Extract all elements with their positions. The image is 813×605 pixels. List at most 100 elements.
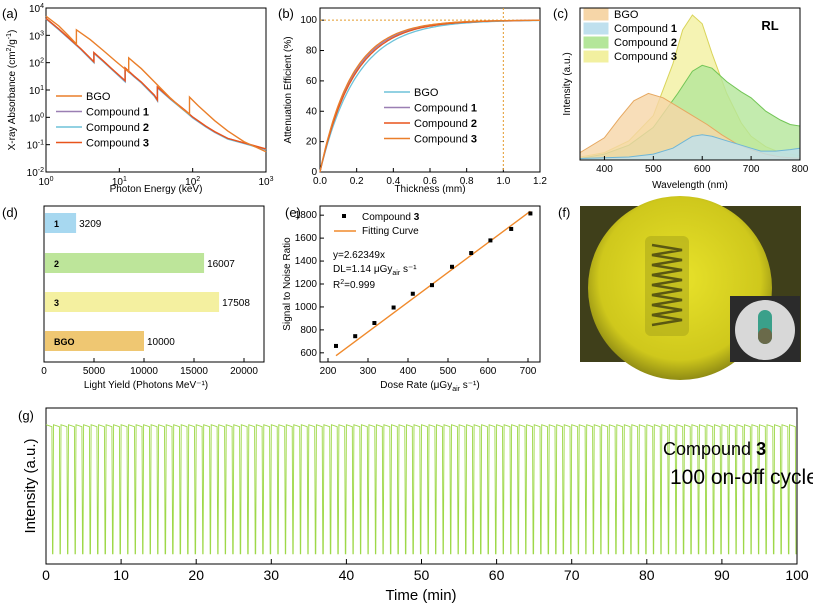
x-axis-title-e: Dose Rate (μGyair s⁻¹): [380, 380, 479, 393]
data-point-e-2: [372, 321, 377, 325]
annotation-compound-3: Compound 3: [663, 439, 766, 459]
x-axis-title-a: Photon Energy (keV): [110, 184, 203, 195]
legend-a-1-label: Compound 1: [86, 107, 149, 119]
series-group-a: [45, 15, 267, 153]
data-point-e-1: [353, 334, 358, 339]
panel-d: (d) 1 3209 2 16007 3 17508 BGO 10000 0 5000 10000…: [2, 205, 265, 391]
data-point-e-8: [488, 238, 493, 243]
data-point-e-0: [334, 343, 338, 348]
legend-c-3-swatch: [583, 50, 609, 63]
legend-label-e-1: Fitting Curve: [362, 226, 419, 237]
y-axis-title-g: Intensity (a.u.): [22, 438, 39, 533]
data-point-e-10: [528, 211, 533, 216]
data-point-e-6: [450, 264, 454, 269]
x-tick-label-g-2: 20: [188, 567, 204, 583]
legend-a-2-label: Compound 2: [86, 122, 149, 134]
x-tick-label-d-3: 15000: [180, 366, 208, 377]
x-axis-title-d: Light Yield (Photons MeV⁻¹): [84, 380, 208, 391]
x-axis-title-c: Wavelength (nm): [652, 180, 728, 191]
x-tick-label-c-3: 700: [743, 164, 760, 175]
panel-e: (e) 200 300 400 500 600 700 600 800 1000 1200 1400…: [282, 205, 541, 393]
series-group-c: [579, 14, 801, 161]
panel-label-b: (b): [278, 6, 294, 21]
x-tick-label-c-2: 600: [694, 164, 711, 175]
legend-e: Compound 3 Fitting Curve: [334, 212, 420, 237]
axis-ticks-e: 200 300 400 500 600 700 600 800 1000 1200 1400 1600…: [295, 210, 537, 377]
data-point-e-7: [469, 251, 474, 256]
series-line-a-2: [45, 17, 267, 150]
legend-c-0-label: BGO: [614, 9, 639, 21]
y-tick-label-a-0: 10-2: [27, 167, 44, 179]
panel-label-f: (f): [558, 205, 570, 220]
panel-b: (b) 0.0 0.2 0.4 0.6 0.8 1.0 1.2 0 20 40 60 80 100 BG…: [278, 6, 547, 195]
x-tick-label-c-4: 800: [792, 164, 809, 175]
x-tick-label-b-0: 0.0: [313, 176, 327, 187]
y-tick-label-e-0: 600: [300, 348, 317, 359]
legend-c-2-label: Compound 2: [614, 37, 677, 49]
panel-g: (g) 0 10 20 30 40 50 60 70 80 90 100 Compound 3 10…: [18, 407, 813, 604]
x-tick-label-b-5: 1.0: [496, 176, 510, 187]
y-tick-label-b-4: 80: [306, 46, 318, 57]
fit-annotation-e: y=2.62349x DL=1.14 μGyair s⁻¹ R2=0.999: [333, 250, 417, 291]
x-tick-label-c-0: 400: [596, 164, 613, 175]
y-tick-label-e-2: 1000: [295, 302, 318, 313]
bar-category-label-d-2: 3: [54, 298, 59, 308]
y-tick-label-a-6: 104: [29, 3, 44, 15]
axis-ticks-b: 0.0 0.2 0.4 0.6 0.8 1.0 1.2 0 20 40 60 80 100: [300, 8, 547, 187]
y-tick-label-e-3: 1200: [295, 279, 318, 290]
y-tick-label-b-2: 40: [306, 106, 318, 117]
x-tick-label-a-0: 100: [38, 176, 53, 188]
panel-a: (a) 100 101 102 10310-210-1100101102103104 …: [2, 3, 274, 195]
axis-ticks-d: 0 5000 10000 15000 20000: [41, 358, 258, 377]
x-tick-label-g-5: 50: [414, 567, 430, 583]
x-tick-label-b-1: 0.2: [350, 176, 364, 187]
fit-r-squared: R2=0.999: [333, 279, 375, 291]
y-tick-label-a-3: 101: [29, 85, 44, 97]
x-tick-label-d-1: 5000: [83, 366, 106, 377]
annotation-rl: RL: [761, 18, 778, 33]
bar-d-1: [45, 253, 205, 273]
y-tick-label-a-2: 100: [29, 112, 44, 124]
bar-d-2: [45, 292, 220, 312]
bar-category-label-d-3: BGO: [54, 337, 75, 347]
y-tick-label-e-6: 1800: [295, 210, 318, 221]
panel-label-a: (a): [2, 6, 18, 21]
x-tick-label-b-4: 0.8: [460, 176, 474, 187]
legend-b: BGO Compound 1 Compound 2 Compound 3: [384, 87, 477, 146]
x-tick-label-a-1: 101: [112, 176, 127, 188]
legend-b-1-label: Compound 1: [414, 103, 477, 115]
axes-frame-a: [45, 7, 267, 173]
series-line-a-3: [45, 15, 267, 153]
legend-a-0-label: BGO: [86, 91, 111, 103]
legend-a: BGO Compound 1 Compound 2 Compound 3: [56, 91, 149, 150]
legend-c-1-swatch: [583, 22, 609, 35]
bar-value-label-d-0: 3209: [79, 219, 102, 230]
panel-c: (c) 400 500 600 700 800 BGO Compound 1 Compoun…: [553, 6, 809, 191]
data-point-e-3: [391, 305, 396, 310]
bar-category-label-d-0: 1: [54, 219, 59, 229]
cycles-trace-g: [45, 424, 797, 555]
y-tick-label-a-5: 103: [29, 30, 44, 42]
x-tick-label-d-4: 20000: [230, 366, 258, 377]
bar-d-3: [45, 331, 144, 351]
legend-b-0-label: BGO: [414, 87, 439, 99]
legend-c-1-label: Compound 1: [614, 23, 677, 35]
x-tick-label-e-4: 600: [480, 366, 497, 377]
bar-category-label-d-1: 2: [54, 259, 59, 269]
capsule-inset-icon: [730, 296, 800, 362]
panel-label-e: (e): [285, 205, 301, 220]
x-tick-label-b-2: 0.4: [386, 176, 400, 187]
data-point-e-4: [410, 291, 415, 296]
scatter-group-e: [334, 210, 533, 357]
x-tick-label-d-0: 0: [41, 366, 47, 377]
legend-a-3-label: Compound 3: [86, 138, 149, 150]
data-point-e-9: [509, 226, 514, 231]
x-tick-label-e-2: 400: [400, 366, 417, 377]
y-tick-label-b-0: 0: [311, 167, 317, 178]
y-tick-label-b-5: 100: [300, 15, 317, 26]
data-point-e-5: [430, 283, 434, 288]
axis-ticks-c: 400 500 600 700 800: [596, 156, 809, 175]
axes-frame-c: [579, 7, 801, 161]
bar-d-0: [45, 213, 77, 233]
x-tick-label-g-10: 100: [785, 567, 809, 583]
